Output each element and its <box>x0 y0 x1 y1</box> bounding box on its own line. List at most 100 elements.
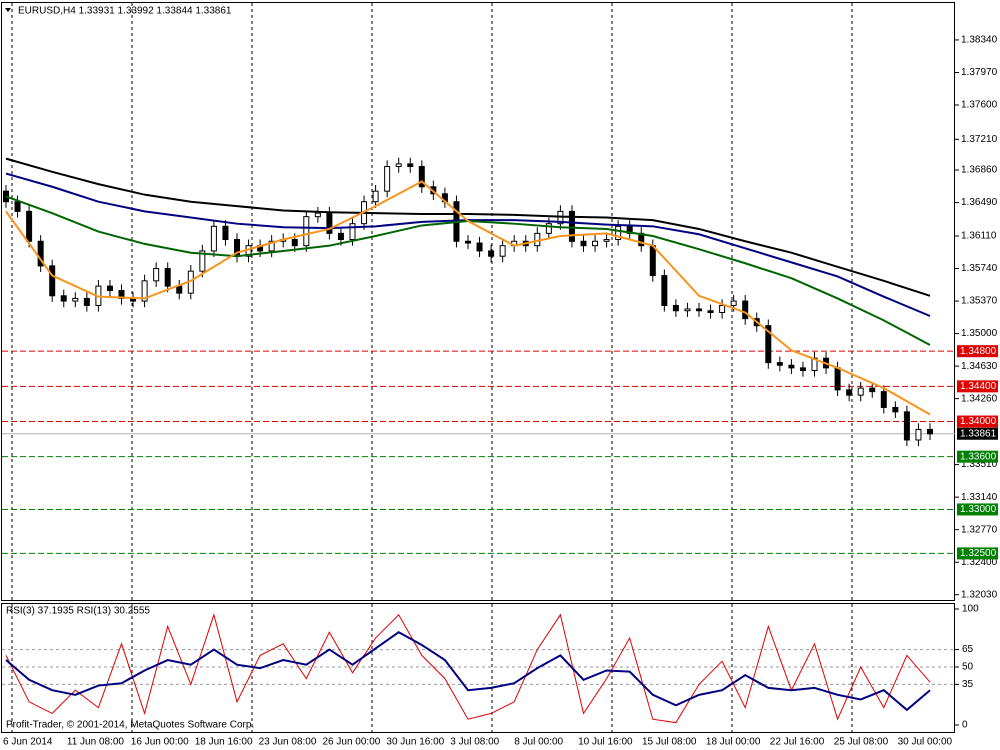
candle-body <box>730 300 737 306</box>
candle-body <box>153 268 160 282</box>
candle-body <box>407 163 414 168</box>
y-tick-label: 1.37970 <box>961 67 998 78</box>
candle-body <box>476 242 483 252</box>
candle-body <box>672 304 679 312</box>
moving-average <box>5 180 931 416</box>
x-tick-label: 11 Jun 08:00 <box>67 737 125 748</box>
level-label: 1.33000 <box>960 504 997 515</box>
candle-body <box>927 428 933 435</box>
x-tick-label: 25 Jul 08:00 <box>834 737 889 748</box>
candle-body <box>164 268 171 287</box>
level-label: 1.34000 <box>960 416 997 427</box>
rsi-line <box>5 613 931 724</box>
x-tick-label: 8 Jul 00:00 <box>514 737 563 748</box>
y-tick-label: 1.34630 <box>961 361 998 372</box>
candle-body <box>903 411 910 441</box>
candle-body <box>661 275 668 306</box>
y-tick-label: 65 <box>962 644 974 655</box>
x-tick-label: 6 Jun 2014 <box>3 737 53 748</box>
x-tick-label: 16 Jun 00:00 <box>131 737 189 748</box>
candle-body <box>499 245 506 257</box>
y-tick-label: 100 <box>962 604 979 615</box>
y-tick-label: 1.38340 <box>961 35 998 46</box>
candle-body <box>742 300 749 320</box>
y-tick-label: 1.32770 <box>961 524 998 535</box>
menu-icon <box>5 8 11 12</box>
candle-body <box>384 166 391 192</box>
candle-body <box>603 239 610 242</box>
candle-body <box>592 240 599 247</box>
y-tick-label: 0 <box>962 720 968 731</box>
rsi-title: RSI(3) 37.1935 RSI(13) 30.2555 <box>6 606 150 617</box>
y-tick-label: 1.37210 <box>961 134 998 145</box>
y-tick-label: 1.35370 <box>961 296 998 307</box>
candle-body <box>49 265 56 297</box>
candle-body <box>106 285 113 292</box>
candle-body <box>799 367 806 372</box>
x-tick-label: 26 Jun 00:00 <box>323 737 381 748</box>
candle-body <box>83 297 90 306</box>
y-tick-label: 1.36110 <box>961 231 997 242</box>
candle-body <box>60 295 67 302</box>
candle-body <box>199 250 206 272</box>
y-tick-label: 50 <box>962 662 974 673</box>
candle-body <box>892 406 899 413</box>
candle-body <box>176 285 183 294</box>
candle-body <box>26 210 33 242</box>
candle-body <box>488 250 495 257</box>
candle-body <box>303 216 310 247</box>
x-tick-label: 22 Jul 16:00 <box>770 737 825 748</box>
level-label-box <box>957 345 998 358</box>
y-tick-label: 1.33510 <box>961 459 998 470</box>
x-tick-label: 3 Jul 08:00 <box>450 737 499 748</box>
y-tick-label: 1.35740 <box>961 263 998 274</box>
rsi-line <box>5 631 931 712</box>
x-tick-label: 15 Jul 08:00 <box>642 737 697 748</box>
x-tick-label: 30 Jul 00:00 <box>898 737 953 748</box>
x-tick-label: 18 Jul 00:00 <box>706 737 761 748</box>
x-tick-label: 10 Jul 16:00 <box>578 737 633 748</box>
candle-body <box>568 210 575 242</box>
y-tick-label: 35 <box>962 679 974 690</box>
candle-body <box>580 240 587 247</box>
y-tick-label: 1.35000 <box>961 328 998 339</box>
copyright: Profit-Trader, © 2001-2014, MetaQuotes S… <box>6 720 254 731</box>
moving-average <box>5 157 931 297</box>
candle-body <box>707 310 714 313</box>
candle-body <box>684 308 691 312</box>
x-tick-label: 30 Jun 16:00 <box>386 737 444 748</box>
candle-body <box>649 245 656 277</box>
level-label: 1.34800 <box>960 346 997 357</box>
candle-body <box>719 304 726 313</box>
candle-body <box>141 280 148 302</box>
candle-body <box>349 223 356 241</box>
candle-body <box>222 225 229 241</box>
candle-body <box>615 225 622 241</box>
candle-body <box>846 389 853 396</box>
candle-body <box>834 367 841 391</box>
current-price-box <box>957 427 998 440</box>
candle-body <box>268 240 275 252</box>
y-tick-label: 1.34260 <box>961 393 998 404</box>
level-label: 1.33600 <box>960 451 997 462</box>
candle-body <box>314 212 321 218</box>
y-tick-label: 1.32030 <box>961 589 998 600</box>
y-tick-label: 1.32400 <box>961 557 998 568</box>
candle-body <box>857 387 864 396</box>
candle-body <box>915 428 922 441</box>
level-label-box <box>957 415 998 428</box>
candle-body <box>765 325 772 364</box>
candle-body <box>337 232 344 241</box>
y-tick-label: 1.36860 <box>961 165 998 176</box>
level-label-box <box>957 450 998 463</box>
price-panel <box>1 2 955 601</box>
candle-body <box>372 190 379 203</box>
candle-body <box>869 387 876 393</box>
y-tick-label: 1.36490 <box>961 197 998 208</box>
candle-body <box>788 364 795 369</box>
current-price-label: 1.33861 <box>960 428 997 439</box>
candle-body <box>418 166 425 188</box>
